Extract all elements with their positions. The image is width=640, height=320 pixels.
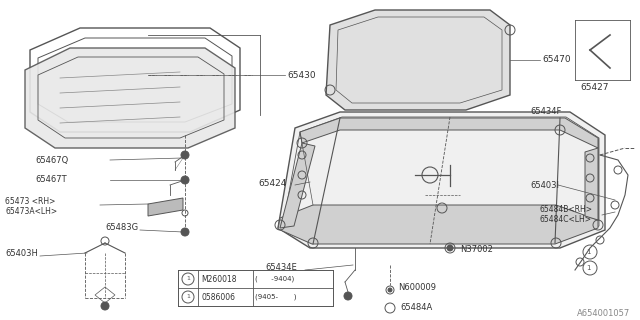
Circle shape: [388, 288, 392, 292]
Text: 65470: 65470: [542, 55, 571, 65]
Polygon shape: [280, 143, 315, 228]
Polygon shape: [25, 48, 235, 148]
Circle shape: [181, 151, 189, 159]
Text: (      -9404): ( -9404): [255, 276, 294, 282]
Text: 65427: 65427: [580, 84, 609, 92]
Text: A654001057: A654001057: [577, 308, 630, 317]
Circle shape: [101, 302, 109, 310]
Text: 65403I: 65403I: [530, 180, 559, 189]
Polygon shape: [148, 198, 183, 216]
Text: 0586006: 0586006: [201, 292, 235, 301]
Polygon shape: [278, 205, 598, 244]
Text: 65484A: 65484A: [400, 303, 432, 313]
Text: 65467T: 65467T: [35, 175, 67, 185]
Text: 1: 1: [186, 294, 190, 300]
Text: 65473A<LH>: 65473A<LH>: [5, 207, 57, 217]
Text: 65467Q: 65467Q: [35, 156, 68, 164]
Text: 65403H: 65403H: [5, 250, 38, 259]
Text: (9405-       ): (9405- ): [255, 294, 296, 300]
Text: 65424: 65424: [258, 179, 286, 188]
Text: N600009: N600009: [398, 284, 436, 292]
Polygon shape: [300, 118, 598, 148]
Circle shape: [181, 176, 189, 184]
Circle shape: [344, 292, 352, 300]
Text: 65434F: 65434F: [530, 108, 561, 116]
Text: M260018: M260018: [201, 275, 237, 284]
Text: 65484B<RH>: 65484B<RH>: [540, 205, 593, 214]
Circle shape: [447, 245, 453, 251]
Polygon shape: [326, 10, 510, 110]
Circle shape: [181, 228, 189, 236]
Text: 1: 1: [186, 276, 190, 282]
Text: 65484C<LH>: 65484C<LH>: [540, 215, 592, 225]
Polygon shape: [585, 148, 598, 220]
Polygon shape: [278, 112, 605, 248]
Text: 65473 <RH>: 65473 <RH>: [5, 197, 56, 206]
Text: 65430: 65430: [287, 70, 316, 79]
Text: 65483G: 65483G: [105, 223, 138, 233]
Text: 1: 1: [586, 249, 590, 255]
Text: N37002: N37002: [460, 245, 493, 254]
Text: 65434E: 65434E: [265, 263, 297, 273]
Text: 1: 1: [586, 265, 590, 271]
